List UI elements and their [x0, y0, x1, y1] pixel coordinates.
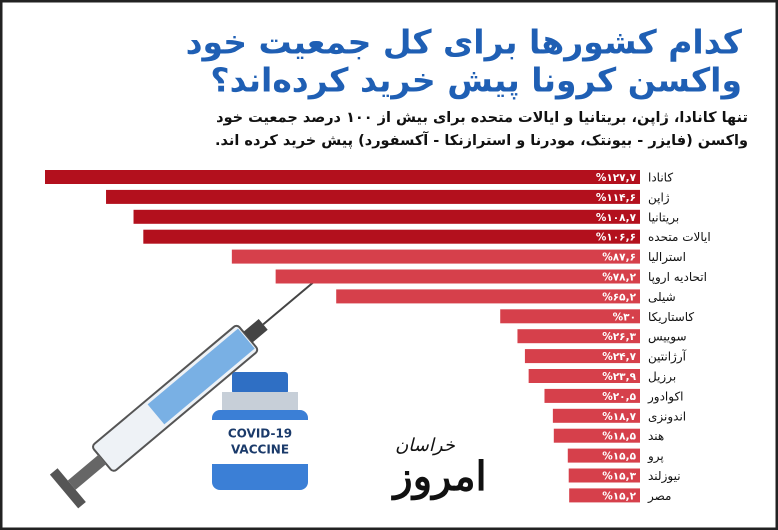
category-label: ایالات متحده	[648, 230, 711, 244]
vaccine-bottle	[212, 372, 308, 490]
category-label: سوییس	[648, 330, 687, 345]
category-label: کانادا	[648, 171, 673, 185]
category-label: اتحادیه اروپا	[648, 270, 707, 285]
vaccine-label: COVID-19	[228, 427, 292, 441]
category-label: پرو	[647, 449, 664, 464]
value-label: %۱۲۷,۷	[596, 172, 637, 184]
bar	[517, 329, 640, 344]
category-label: بریتانیا	[648, 210, 679, 225]
category-label: اکوادور	[647, 389, 684, 404]
bar	[500, 309, 640, 324]
value-label: %۲۶,۳	[602, 331, 636, 343]
category-label: نیوزلند	[648, 469, 681, 484]
syringe	[49, 278, 318, 509]
bar	[568, 468, 640, 483]
value-label: %۱۸,۷	[602, 411, 636, 423]
category-label: اندونزی	[648, 409, 686, 424]
bar	[106, 189, 640, 204]
logo: امروز	[390, 453, 486, 501]
bar	[528, 369, 640, 383]
bar	[567, 448, 640, 463]
value-label: %۲۴,۷	[602, 351, 636, 363]
bar	[231, 249, 640, 264]
category-label: برزیل	[648, 370, 676, 385]
category-label: استرالیا	[648, 250, 686, 265]
bar	[544, 388, 640, 403]
chart-title: واکسن کرونا پیش خرید کرده‌اند؟	[210, 61, 742, 101]
bar	[336, 289, 640, 304]
logo: خراسان	[395, 435, 456, 456]
value-label: %۲۳,۹	[602, 371, 636, 383]
value-label: %۲۰,۵	[602, 391, 636, 403]
value-label: %۶۵,۲	[602, 291, 636, 303]
bar	[552, 408, 640, 423]
bar	[569, 488, 640, 503]
value-label: %۱۵,۵	[602, 451, 636, 463]
category-label: هند	[648, 429, 664, 443]
value-label: %۱۵,۲	[602, 490, 636, 502]
vaccine-label: VACCINE	[231, 443, 289, 457]
bar	[524, 349, 640, 364]
category-label: آرژانتین	[648, 349, 687, 365]
value-label: %۳۰	[613, 311, 636, 323]
category-label: مصر	[647, 489, 671, 504]
bar	[275, 269, 640, 284]
bar	[133, 209, 640, 224]
subtitle: واکسن (فایزر - بیونتک، مودرنا و استرازنک…	[215, 131, 748, 149]
category-label: ژاپن	[648, 190, 670, 205]
value-label: %۱۸,۵	[602, 431, 636, 443]
bar	[143, 229, 641, 244]
value-label: %۱۰۸,۷	[596, 212, 637, 224]
bar	[553, 428, 640, 443]
category-label: شیلی	[648, 290, 676, 304]
value-label: %۸۷,۶	[602, 252, 636, 264]
subtitle: تنها کانادا، ژاپن، بریتانیا و ایالات متح…	[216, 110, 748, 126]
chart-title: کدام کشورها برای کل جمعیت خود	[186, 23, 743, 63]
category-label: کاستاریکا	[648, 310, 694, 325]
bar	[45, 170, 640, 184]
value-label: %۱۰۶,۶	[596, 232, 636, 244]
value-label: %۱۱۴,۶	[596, 192, 636, 204]
value-label: %۷۸,۲	[602, 272, 636, 284]
value-label: %۱۵,۳	[602, 471, 636, 483]
